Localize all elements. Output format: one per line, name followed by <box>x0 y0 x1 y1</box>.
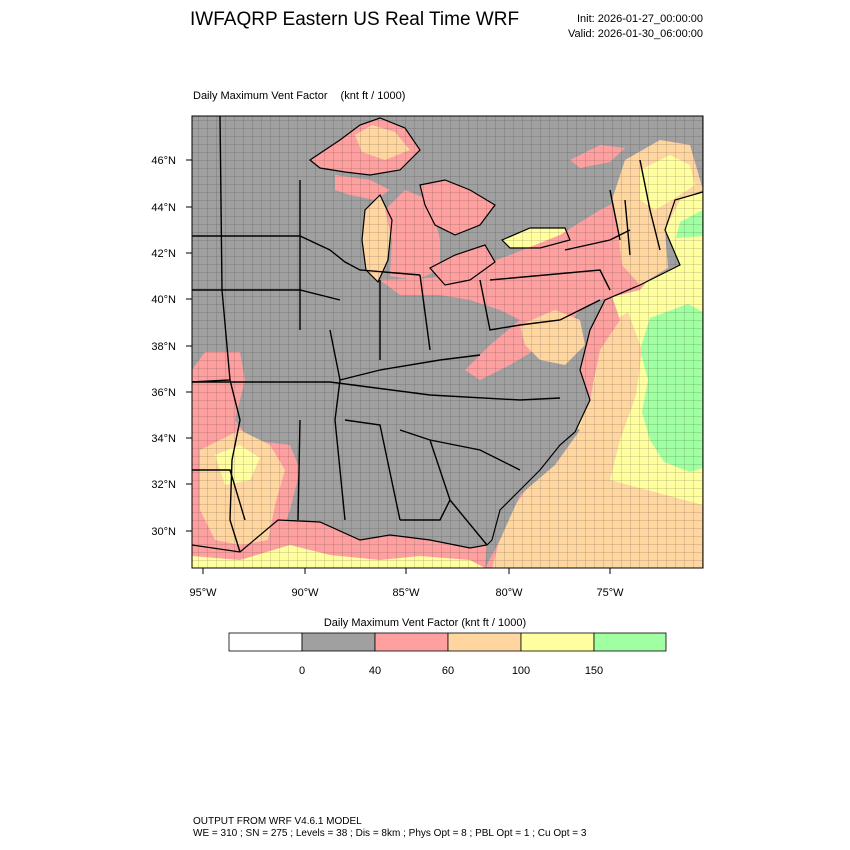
colorbar-title: Daily Maximum Vent Factor (knt ft / 1000… <box>323 617 527 629</box>
colorbar-swatch <box>301 632 376 652</box>
colorbar-swatch <box>374 632 449 652</box>
colorbar-tick-label: 0 <box>299 665 305 677</box>
time-info: Init: 2026-01-27_00:00:00 Valid: 2026-01… <box>568 12 703 42</box>
model-footer: OUTPUT FROM WRF V4.6.1 MODEL WE = 310 ; … <box>193 816 586 840</box>
colorbar-swatch <box>228 632 303 652</box>
lat-label: 30°N <box>151 526 176 538</box>
colorbar-tick-label: 100 <box>512 665 530 677</box>
lat-label: 42°N <box>151 248 176 260</box>
field-name: Daily Maximum Vent Factor <box>193 90 328 102</box>
page-title: IWFAQRP Eastern US Real Time WRF <box>190 9 520 30</box>
map-subtitle: Daily Maximum Vent Factor (knt ft / 1000… <box>193 90 405 102</box>
lon-label: 80°W <box>495 587 523 599</box>
colorbar-swatch <box>447 632 522 652</box>
lat-label: 36°N <box>151 387 176 399</box>
lat-label: 46°N <box>151 155 176 167</box>
lon-labels: 95°W 90°W 85°W 80°W 75°W <box>189 587 624 599</box>
footer-line-1: OUTPUT FROM WRF V4.6.1 MODEL <box>193 816 362 827</box>
colorbar-swatch <box>593 632 667 652</box>
lat-ticks <box>186 159 192 532</box>
coastlines <box>192 117 703 553</box>
colorbar-tick-label: 150 <box>585 665 603 677</box>
lat-label: 32°N <box>151 479 176 491</box>
lat-label: 38°N <box>151 341 176 353</box>
init-time: Init: 2026-01-27_00:00:00 <box>577 13 703 25</box>
footer-line-2: WE = 310 ; SN = 275 ; Levels = 38 ; Dis … <box>193 828 587 839</box>
state-boundaries <box>192 116 661 553</box>
field-units: (knt ft / 1000) <box>340 90 406 102</box>
colorbar: 0 40 60 100 150 <box>228 632 667 677</box>
colorbar-tick-label: 40 <box>369 665 381 677</box>
valid-time: Valid: 2026-01-30_06:00:00 <box>568 28 703 40</box>
colorbar-swatch <box>520 632 595 652</box>
county-boundaries <box>192 116 703 568</box>
colorbar-tick-label: 60 <box>442 665 454 677</box>
lon-label: 75°W <box>596 587 624 599</box>
lon-label: 85°W <box>392 587 420 599</box>
lat-label: 34°N <box>151 433 176 445</box>
lon-label: 90°W <box>291 587 319 599</box>
lat-label: 40°N <box>151 294 176 306</box>
lon-ticks <box>202 568 611 574</box>
map-frame <box>191 115 704 569</box>
lon-label: 95°W <box>189 587 217 599</box>
lat-label: 44°N <box>151 202 176 214</box>
map-field <box>192 116 703 568</box>
lat-labels: 46°N 44°N 42°N 40°N 38°N 36°N 34°N 32°N … <box>151 155 176 538</box>
